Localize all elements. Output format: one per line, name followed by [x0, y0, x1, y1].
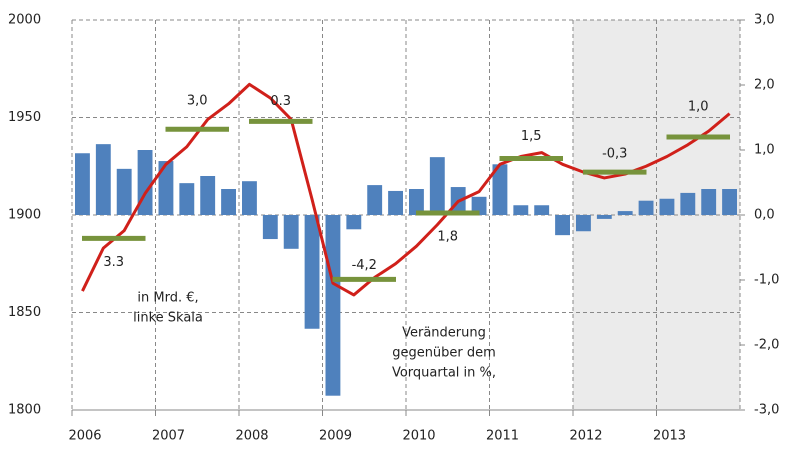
y2-tick-label: 0,0 — [754, 208, 775, 223]
annotation: linke Skala — [133, 311, 203, 326]
bar — [513, 205, 529, 215]
bar — [75, 153, 90, 215]
y-tick-label: 1800 — [8, 403, 41, 418]
bar — [596, 215, 612, 219]
bar — [325, 215, 341, 396]
annotation: in Mrd. €, — [137, 291, 198, 306]
bar — [409, 189, 424, 215]
bar — [262, 215, 278, 240]
y-tick-label: 2000 — [8, 13, 41, 28]
y-tick-label: 1850 — [8, 305, 41, 320]
x-tick-label: 2009 — [319, 429, 352, 444]
bar — [200, 176, 216, 215]
x-tick-label: 2008 — [235, 429, 268, 444]
bar — [659, 198, 675, 215]
growth-label: 1,8 — [437, 230, 458, 245]
y2-tick-label: 1,0 — [754, 143, 775, 158]
bar — [95, 144, 111, 215]
bar — [617, 211, 633, 215]
growth-label: -0,3 — [602, 147, 627, 162]
x-tick-label: 2011 — [486, 429, 519, 444]
annotation: Vorquartal in %, — [392, 366, 496, 381]
growth-label: 3,0 — [187, 94, 208, 109]
bar — [242, 181, 257, 215]
x-tick-label: 2012 — [569, 429, 602, 444]
bar — [221, 189, 236, 215]
growth-label: 1,5 — [521, 129, 542, 144]
growth-label: 0.3 — [270, 94, 291, 109]
bar — [283, 215, 299, 249]
bar — [576, 215, 591, 232]
bar — [680, 192, 696, 215]
bar — [722, 189, 737, 215]
bar — [555, 215, 570, 236]
bar — [367, 185, 383, 215]
bar — [638, 200, 654, 215]
bar — [429, 157, 445, 215]
y2-tick-label: 3,0 — [754, 13, 775, 28]
y2-tick-label: -1,0 — [754, 273, 779, 288]
bar — [179, 183, 195, 215]
x-tick-label: 2010 — [402, 429, 435, 444]
line — [81, 82, 731, 297]
bar — [492, 164, 508, 215]
bar — [701, 189, 717, 215]
x-tick-label: 2013 — [653, 429, 686, 444]
y2-tick-label: -2,0 — [754, 338, 779, 353]
bar — [158, 161, 174, 215]
x-tick-label: 2007 — [152, 429, 185, 444]
bar — [116, 168, 132, 215]
annotation: Veränderung — [402, 326, 486, 341]
y-tick-label: 1900 — [8, 208, 41, 223]
growth-label: -4,2 — [352, 258, 377, 273]
y2-tick-label: -3,0 — [754, 403, 779, 418]
bar — [346, 215, 362, 230]
growth-label: 1,0 — [688, 100, 709, 115]
y2-tick-label: 2,0 — [754, 78, 775, 93]
bar — [388, 190, 403, 215]
bar — [471, 196, 487, 215]
bar — [534, 205, 550, 215]
y-tick-label: 1950 — [8, 110, 41, 125]
annotation: gegenüber dem — [392, 346, 496, 361]
x-tick-label: 2006 — [68, 429, 101, 444]
growth-label: 3.3 — [103, 255, 124, 270]
bar — [304, 215, 320, 329]
